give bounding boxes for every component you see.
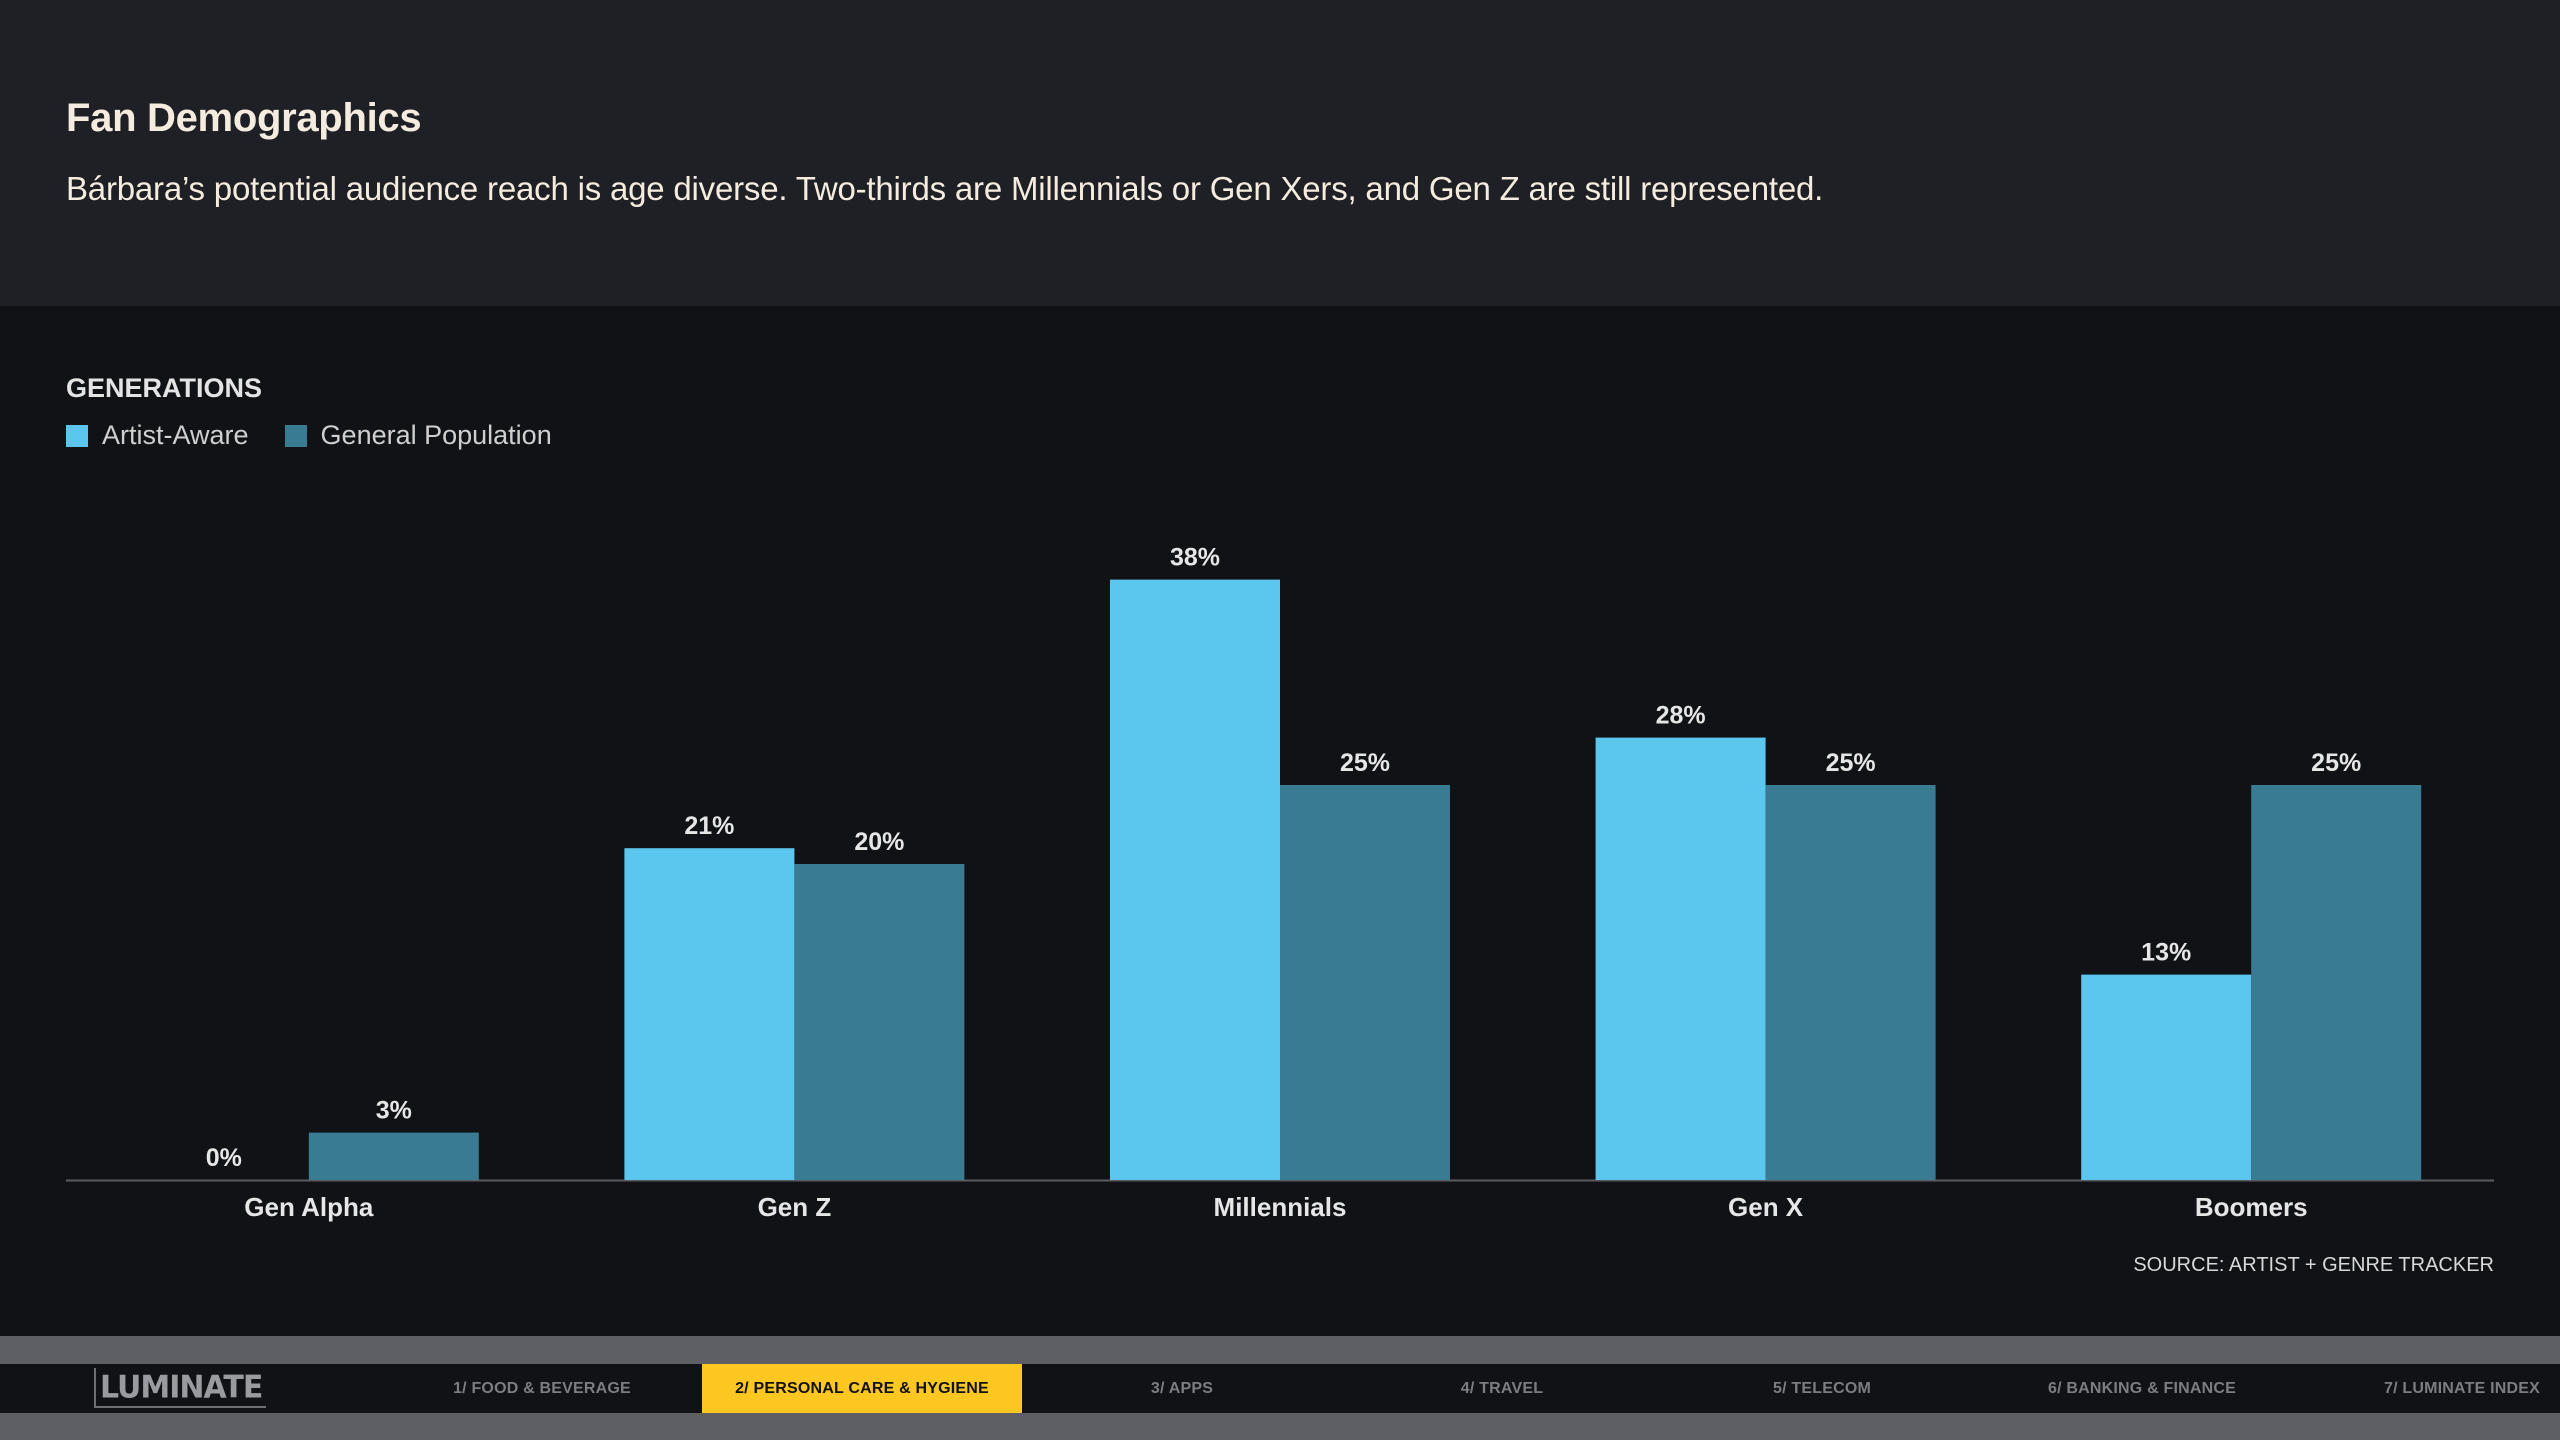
- nav-item-3[interactable]: 3/ APPS: [1150, 1379, 1214, 1397]
- bar-general-population-gen-alpha: [308, 1132, 479, 1180]
- bar-artist-aware-millennials: [1110, 579, 1280, 1180]
- luminate-logo: LUMINATE: [94, 1368, 267, 1408]
- bar-artist-aware-boomers: [2081, 974, 2252, 1180]
- data-label: 20%: [854, 828, 904, 856]
- data-label: 21%: [684, 812, 734, 840]
- x-tick-label: Boomers: [2195, 1192, 2308, 1222]
- bar-general-population-millennials: [1280, 785, 1450, 1180]
- bar-general-population-gen-x: [1765, 785, 1936, 1180]
- legend-label: Artist-Aware: [102, 420, 249, 450]
- data-label: 25%: [1826, 749, 1876, 777]
- nav-item-5[interactable]: 5/ TELECOM: [1772, 1379, 1871, 1397]
- data-label: 0%: [206, 1144, 242, 1172]
- legend-title: GENERATIONS: [66, 373, 263, 403]
- x-tick-label: Gen Z: [758, 1192, 832, 1222]
- data-label: 28%: [1656, 702, 1706, 730]
- source-note: SOURCE: ARTIST + GENRE TRACKER: [2133, 1254, 2494, 1276]
- logo-text: LUMINATE: [100, 1368, 263, 1406]
- data-label: 25%: [1340, 749, 1390, 777]
- data-label: 38%: [1170, 544, 1220, 572]
- legend-label: General Population: [320, 420, 552, 450]
- nav-item-7[interactable]: 7/ LUMINATE INDEX: [2383, 1379, 2540, 1397]
- x-tick-label: Millennials: [1214, 1192, 1347, 1222]
- header: Fan Demographics Bárbara’s potential aud…: [0, 0, 2560, 306]
- x-tick-label: Gen Alpha: [244, 1192, 374, 1222]
- legend-swatch-artist-aware: [66, 424, 88, 447]
- footer-nav: LUMINATE 1/ FOOD & BEVERAGE 2/ PERSONAL C…: [0, 1364, 2560, 1413]
- nav-item-1[interactable]: 1/ FOOD & BEVERAGE: [453, 1379, 631, 1397]
- legend-item-artist-aware: Artist-Aware: [66, 420, 249, 451]
- data-label: 13%: [2141, 939, 2191, 967]
- bar-artist-aware-gen-z: [624, 848, 795, 1180]
- bar-artist-aware-gen-x: [1595, 737, 1766, 1180]
- bar-general-population-boomers: [2251, 785, 2422, 1180]
- page-title: Fan Demographics: [66, 96, 422, 140]
- x-tick-label: Gen X: [1728, 1192, 1804, 1222]
- nav-item-6[interactable]: 6/ BANKING & FINANCE: [2047, 1379, 2236, 1397]
- data-label: 3%: [376, 1097, 412, 1125]
- legend-item-general-population: General Population: [284, 420, 552, 451]
- nav-item-2[interactable]: 2/ PERSONAL CARE & HYGIENE: [702, 1364, 1022, 1413]
- chart-legend: Artist-Aware General Population: [66, 420, 588, 451]
- page-subtitle: Bárbara’s potential audience reach is ag…: [66, 170, 1824, 207]
- bar-general-population-gen-z: [794, 864, 965, 1180]
- bar-chart: 0% 3% Gen Alpha 21% 20% Gen Z 38% 25% Millennial…: [66, 544, 2494, 1222]
- legend-swatch-general-population: [284, 424, 307, 447]
- data-label: 25%: [2311, 749, 2361, 777]
- nav-item-4[interactable]: 4/ TRAVEL: [1460, 1379, 1544, 1397]
